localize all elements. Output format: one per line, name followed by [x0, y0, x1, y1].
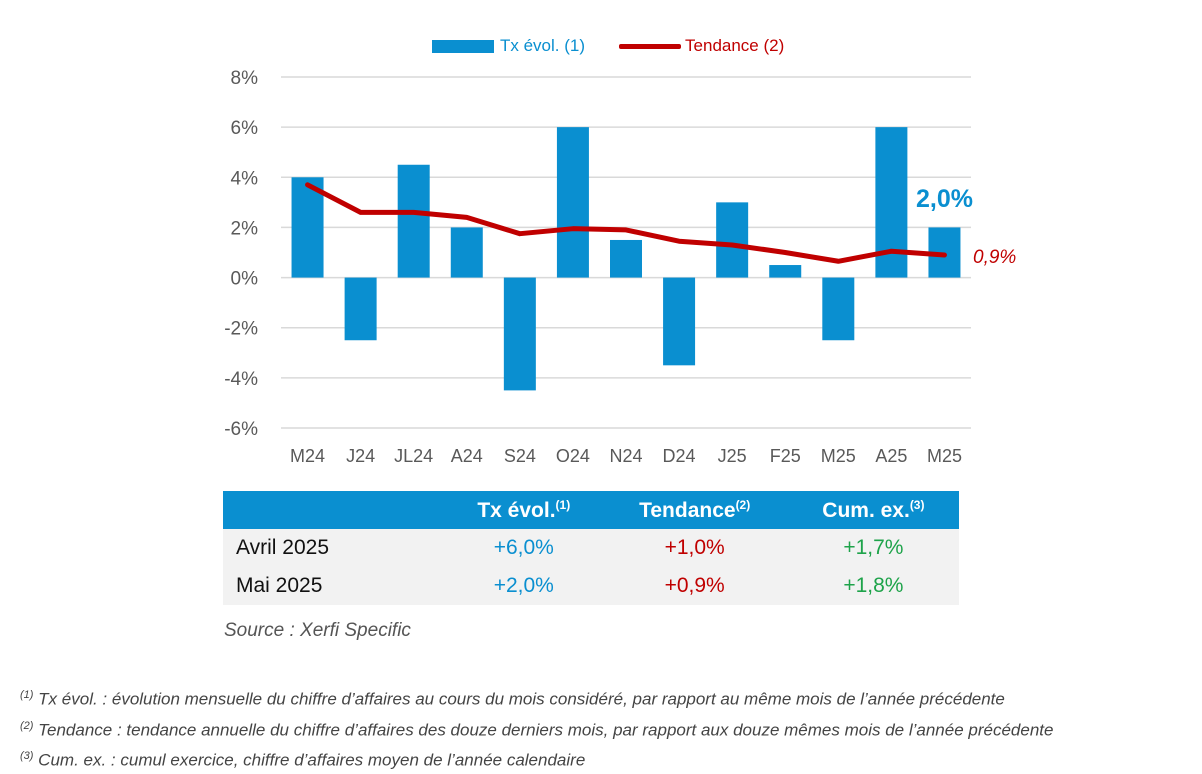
x-tick-label: F25 — [770, 446, 801, 466]
chart: 8% 6% 4% 2% 0% -2% -4% -6% M24 J24 JL24 A24 S24 O24 N2… — [224, 68, 1016, 466]
footnotes: (1) Tx évol. : évolution mensuelle du ch… — [20, 682, 1053, 774]
footnote: (2) Tendance : tendance annuelle du chif… — [20, 719, 1054, 740]
x-tick-label: JL24 — [394, 446, 433, 466]
x-tick-label: M25 — [927, 446, 962, 466]
legend-label-line: Tendance (2) — [685, 36, 785, 55]
footnote: (1) Tx évol. : évolution mensuelle du ch… — [20, 689, 1005, 709]
y-tick-label: -6% — [224, 419, 258, 440]
y-tick-label: 6% — [231, 118, 259, 139]
table-header-tx: Tx évol.(1) — [446, 491, 602, 529]
x-tick-label: J25 — [718, 446, 747, 466]
last-bar-data-label: 2,0% — [916, 185, 973, 213]
x-tick-label: A25 — [875, 446, 907, 466]
x-tick-label: S24 — [504, 446, 536, 466]
legend-item-tendance: Tendance (2) — [619, 36, 784, 56]
table-cell-tendance: +0,9% — [601, 567, 788, 605]
table-row: Mai 2025 +2,0% +0,9% +1,8% — [223, 567, 959, 605]
table-header-tendance: Tendance(2) — [601, 491, 788, 529]
x-tick-label: J24 — [346, 446, 375, 466]
bar — [291, 177, 324, 278]
legend-label-bar: Tx évol. (1) — [500, 36, 586, 55]
y-tick-label: -4% — [224, 369, 258, 390]
x-tick-label: D24 — [663, 446, 696, 466]
y-tick-label: 0% — [231, 269, 259, 290]
table-header-row: Tx évol.(1) Tendance(2) Cum. ex.(3) — [223, 491, 959, 529]
summary-table: Tx évol.(1) Tendance(2) Cum. ex.(3) Avri… — [223, 491, 959, 605]
table-header-cum: Cum. ex.(3) — [787, 491, 959, 529]
bar — [344, 277, 377, 341]
x-tick-label: M24 — [290, 446, 325, 466]
source-text: Source : Xerfi Specific — [224, 620, 411, 641]
y-tick-label: -2% — [224, 319, 258, 340]
table-cell-tx: +6,0% — [446, 529, 602, 567]
bar — [822, 277, 855, 341]
table-cell-cum: +1,7% — [787, 529, 959, 567]
y-tick-label: 2% — [231, 218, 259, 239]
bar — [769, 265, 802, 278]
bar — [556, 127, 589, 278]
table-row-label: Avril 2025 — [223, 529, 446, 567]
x-tick-label: M25 — [821, 446, 856, 466]
x-tick-label: O24 — [556, 446, 590, 466]
bar — [610, 239, 642, 278]
legend-swatch-bar — [432, 39, 494, 53]
bar — [663, 277, 696, 366]
table-cell-cum: +1,8% — [787, 567, 959, 605]
table-cell-tx: +2,0% — [446, 567, 602, 605]
bar — [503, 277, 536, 391]
bar — [450, 227, 483, 278]
legend-swatch-line — [619, 43, 682, 49]
y-tick-label: 8% — [231, 68, 259, 89]
x-tick-label: A24 — [451, 446, 483, 466]
y-tick-label: 4% — [231, 168, 259, 189]
last-line-data-label: 0,9% — [973, 247, 1016, 268]
table-header-empty — [223, 491, 446, 529]
table-row-label: Mai 2025 — [223, 567, 446, 605]
table-cell-tendance: +1,0% — [601, 529, 788, 567]
x-tick-label: N24 — [609, 446, 642, 466]
footnote: (3) Cum. ex. : cumul exercice, chiffre d… — [20, 750, 586, 770]
table-row: Avril 2025 +6,0% +1,0% +1,7% — [223, 529, 959, 567]
bar — [716, 202, 749, 278]
legend-item-tx-evol: Tx évol. (1) — [432, 36, 585, 56]
chart-legend: Tx évol. (1) Tendance (2) — [432, 36, 818, 56]
bar — [397, 164, 430, 278]
trend-line — [305, 182, 947, 264]
